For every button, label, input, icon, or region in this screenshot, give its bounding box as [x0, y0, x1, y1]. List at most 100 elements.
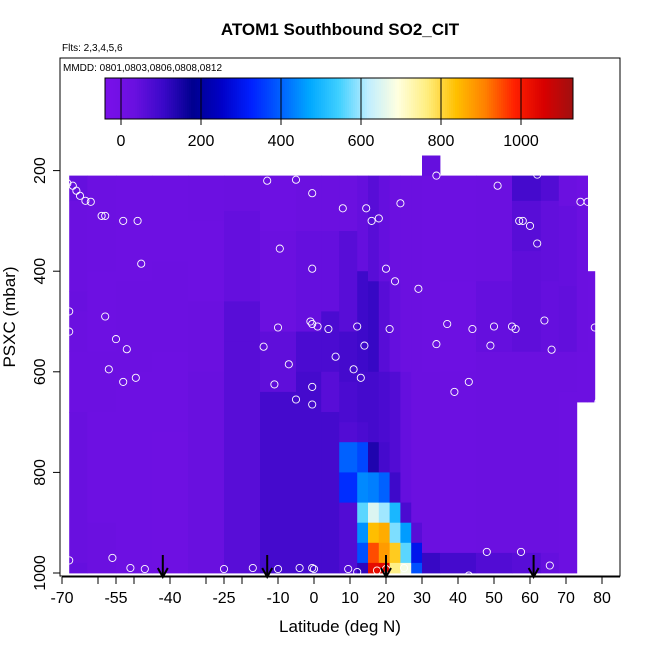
- sample-point: [583, 197, 592, 206]
- colorbar-swatch: [261, 78, 264, 119]
- sample-point: [75, 191, 85, 200]
- sample-point: [111, 335, 121, 344]
- heatmap-cell: [357, 371, 369, 423]
- heatmap-cell: [389, 522, 401, 544]
- heatmap-cell: [339, 231, 358, 332]
- sample-point: [306, 317, 315, 326]
- colorbar-swatch: [419, 78, 422, 119]
- colorbar-swatch: [287, 78, 290, 119]
- heatmap-cell: [400, 562, 412, 574]
- colorbar-swatch: [201, 78, 204, 119]
- sample-point: [295, 563, 304, 573]
- heatmap-cell: [576, 175, 588, 207]
- sample-point: [97, 211, 106, 220]
- heatmap-cell: [540, 552, 560, 574]
- colorbar-swatch: [349, 78, 352, 119]
- y-tick-label: 1000: [32, 555, 49, 591]
- sample-point: [482, 547, 491, 556]
- colorbar-swatch: [223, 78, 226, 119]
- colorbar-tick-label: 1000: [503, 133, 539, 150]
- colorbar-swatch: [225, 78, 228, 119]
- flights-note: Flts: 2,3,4,5,6: [62, 43, 123, 54]
- x-tick-label: 40: [449, 590, 467, 607]
- colorbar-swatch: [457, 78, 460, 119]
- colorbar-tick-label: 0: [117, 133, 126, 150]
- colorbar-swatch: [493, 78, 496, 119]
- colorbar-swatch: [301, 78, 304, 119]
- x-tick-label: 50: [485, 590, 503, 607]
- sample-point: [275, 244, 284, 253]
- colorbar-swatch: [567, 78, 570, 119]
- sample-point: [533, 239, 542, 248]
- colorbar-swatch: [379, 78, 382, 119]
- heatmap-cell: [339, 381, 358, 423]
- sample-point: [590, 323, 599, 332]
- heatmap-cell: [512, 251, 542, 353]
- heatmap-cell: [116, 175, 153, 282]
- colorbar-swatch: [269, 78, 272, 119]
- heatmap-cell: [368, 371, 380, 443]
- colorbar-swatch: [431, 78, 434, 119]
- sample-point: [410, 156, 419, 165]
- colorbar-swatch: [453, 78, 456, 119]
- colorbar-swatch: [191, 78, 194, 119]
- colorbar-swatch: [363, 78, 366, 119]
- colorbar-swatch: [347, 78, 350, 119]
- colorbar-swatch: [337, 78, 340, 119]
- heatmap-cell: [512, 175, 542, 202]
- colorbar-swatch: [353, 78, 356, 119]
- colorbar-swatch: [199, 78, 202, 119]
- colorbar-swatch: [107, 78, 110, 119]
- colorbar-swatch: [463, 78, 466, 119]
- colorbar-swatch: [165, 78, 168, 119]
- heatmap-cell: [339, 472, 358, 503]
- colorbar-swatch: [131, 78, 134, 119]
- heatmap-cell: [378, 562, 390, 574]
- heatmap-cell: [389, 281, 401, 373]
- heatmap-cell: [296, 371, 322, 574]
- colorbar-swatch: [109, 78, 112, 119]
- sample-points: [63, 156, 605, 580]
- colorbar-swatch: [323, 78, 326, 119]
- colorbar-swatch: [459, 78, 462, 119]
- colorbar-swatch: [195, 78, 198, 119]
- heatmap-cell: [188, 301, 225, 373]
- dates-note: MMDD: 0801,0803,0806,0808,0812: [63, 63, 222, 74]
- colorbar-swatch: [217, 78, 220, 119]
- colorbar-swatch: [243, 78, 246, 119]
- sample-point: [259, 342, 268, 351]
- sample-point: [489, 322, 499, 331]
- heatmap-cell: [368, 281, 380, 373]
- colorbar-swatch: [407, 78, 410, 119]
- colorbar: 0 200 400 600 800 1000: [104, 77, 574, 150]
- sample-point: [284, 360, 293, 369]
- sample-point: [273, 323, 283, 332]
- y-tick-label: 400: [32, 258, 49, 285]
- colorbar-swatch: [345, 78, 348, 119]
- sample-point: [432, 340, 441, 349]
- heatmap-cell: [576, 205, 588, 353]
- sample-point: [362, 204, 371, 213]
- colorbar-swatch: [519, 78, 522, 119]
- heatmap-cell: [339, 331, 358, 383]
- colorbar-swatch: [469, 78, 472, 119]
- heatmap-cell: [378, 522, 390, 544]
- colorbar-tick-label: 600: [348, 133, 375, 150]
- heatmap-cell: [224, 301, 261, 342]
- colorbar-swatch: [399, 78, 402, 119]
- colorbar-swatch: [395, 78, 398, 119]
- colorbar-swatch: [533, 78, 536, 119]
- colorbar-swatch: [281, 78, 284, 119]
- x-axis-label: Latitude (deg N): [279, 617, 401, 636]
- colorbar-swatch: [565, 78, 568, 119]
- colorbar-swatch: [551, 78, 554, 119]
- heatmap-cell: [378, 442, 390, 473]
- heatmap-cell: [296, 231, 322, 332]
- heatmap-cell: [411, 175, 423, 373]
- colorbar-swatch: [203, 78, 206, 119]
- x-tick-label: 10: [341, 590, 359, 607]
- colorbar-swatch: [425, 78, 428, 119]
- colorbar-swatch: [263, 78, 266, 119]
- colorbar-swatch: [265, 78, 268, 119]
- sample-point: [385, 324, 394, 334]
